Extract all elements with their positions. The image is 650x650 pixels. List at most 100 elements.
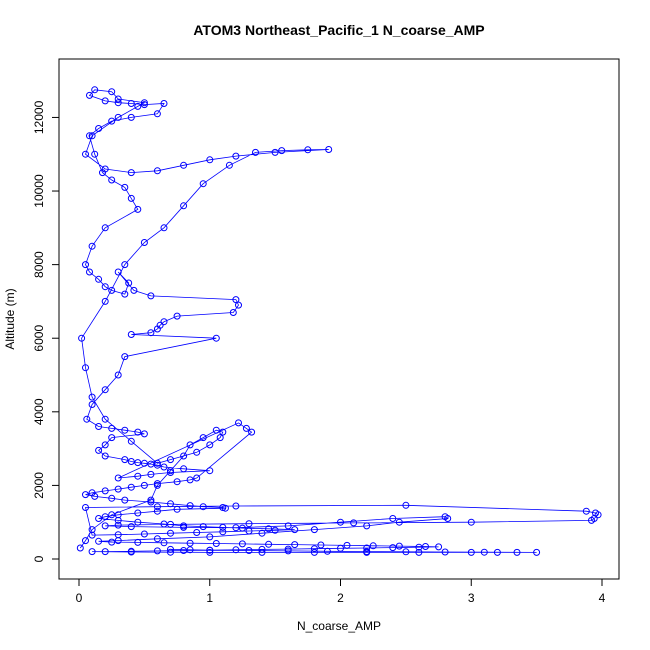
data-point — [95, 275, 103, 283]
data-point — [232, 152, 240, 160]
data-point — [101, 487, 109, 495]
data-point — [121, 261, 129, 269]
data-point — [114, 268, 122, 276]
data-point — [160, 224, 168, 232]
data-point — [323, 547, 331, 555]
data-point — [114, 99, 122, 107]
data-point — [114, 474, 122, 482]
data-point — [101, 415, 109, 423]
data-point — [160, 463, 168, 471]
data-point — [271, 526, 279, 534]
data-point — [199, 180, 207, 188]
data-point — [167, 469, 174, 476]
data-point — [114, 485, 122, 493]
data-point — [221, 504, 229, 512]
data-point — [441, 548, 449, 556]
data-point — [127, 523, 135, 531]
y-axis-label: Altitude (m) — [3, 288, 17, 349]
data-point — [140, 530, 148, 538]
data-point — [582, 507, 590, 515]
data-point — [88, 548, 96, 556]
data-point — [193, 474, 201, 482]
data-point — [594, 511, 602, 519]
data-point — [304, 146, 312, 154]
data-point — [167, 529, 174, 537]
data-point — [258, 529, 266, 537]
plot-area — [76, 86, 602, 556]
data-point — [180, 452, 188, 460]
data-point — [147, 496, 155, 504]
data-point — [199, 523, 207, 531]
data-point — [219, 528, 227, 536]
data-point — [180, 523, 188, 531]
data-point — [127, 331, 135, 338]
data-point — [127, 458, 135, 465]
data-point — [186, 539, 194, 547]
data-point — [193, 529, 201, 536]
data-point — [350, 519, 358, 527]
data-point — [121, 353, 129, 361]
data-point — [206, 546, 214, 554]
data-point — [153, 461, 161, 469]
data-point — [140, 99, 148, 107]
x-tick-label: 4 — [599, 591, 606, 605]
data-point — [232, 502, 240, 510]
data-point — [153, 480, 161, 488]
data-point — [435, 543, 443, 551]
data-point — [114, 95, 122, 103]
data-point — [114, 113, 122, 121]
data-point — [95, 423, 103, 430]
data-point — [153, 503, 161, 511]
data-point — [212, 334, 220, 342]
data-point — [82, 150, 89, 158]
data-point — [83, 415, 91, 423]
data-point — [284, 547, 292, 555]
data-point — [108, 286, 116, 294]
data-point — [160, 539, 168, 547]
data-point — [219, 428, 227, 436]
data-point — [153, 507, 161, 515]
data-point — [206, 441, 214, 449]
data-point — [108, 538, 116, 546]
data-point — [108, 117, 116, 125]
data-point — [395, 518, 403, 526]
data-point — [291, 526, 299, 534]
data-point — [153, 459, 161, 467]
data-point — [186, 441, 194, 449]
data-point — [121, 456, 129, 464]
data-point — [167, 500, 174, 508]
y-tick-label: 2000 — [32, 472, 46, 499]
data-point — [160, 318, 168, 326]
data-point — [180, 547, 188, 554]
data-point — [533, 548, 541, 556]
data-point — [127, 437, 135, 445]
data-point — [415, 543, 423, 551]
data-point — [389, 515, 397, 522]
data-point — [199, 503, 207, 511]
data-point — [167, 520, 174, 528]
y-tick-label: 12000 — [32, 100, 46, 134]
data-point — [337, 518, 344, 526]
data-point — [88, 393, 96, 401]
data-point — [219, 523, 227, 531]
data-point — [212, 426, 220, 434]
data-point — [310, 526, 318, 534]
data-point — [232, 524, 240, 532]
data-point — [91, 86, 99, 94]
x-axis: 0 1 2 3 4 — [76, 578, 606, 605]
data-point — [325, 146, 333, 153]
plot-frame — [58, 58, 620, 580]
data-point — [95, 537, 103, 545]
data-point — [258, 545, 266, 553]
chart-title: ATOM3 Northeast_Pacific_1 N_coarse_AMP — [193, 22, 484, 38]
data-point — [167, 456, 174, 464]
data-point — [167, 545, 174, 553]
data-point — [278, 147, 286, 155]
data-point — [147, 292, 155, 300]
data-point — [108, 88, 116, 96]
data-point — [101, 297, 109, 305]
data-point — [140, 459, 148, 467]
data-point — [225, 161, 233, 169]
data-point — [284, 522, 292, 530]
data-point — [252, 148, 259, 156]
